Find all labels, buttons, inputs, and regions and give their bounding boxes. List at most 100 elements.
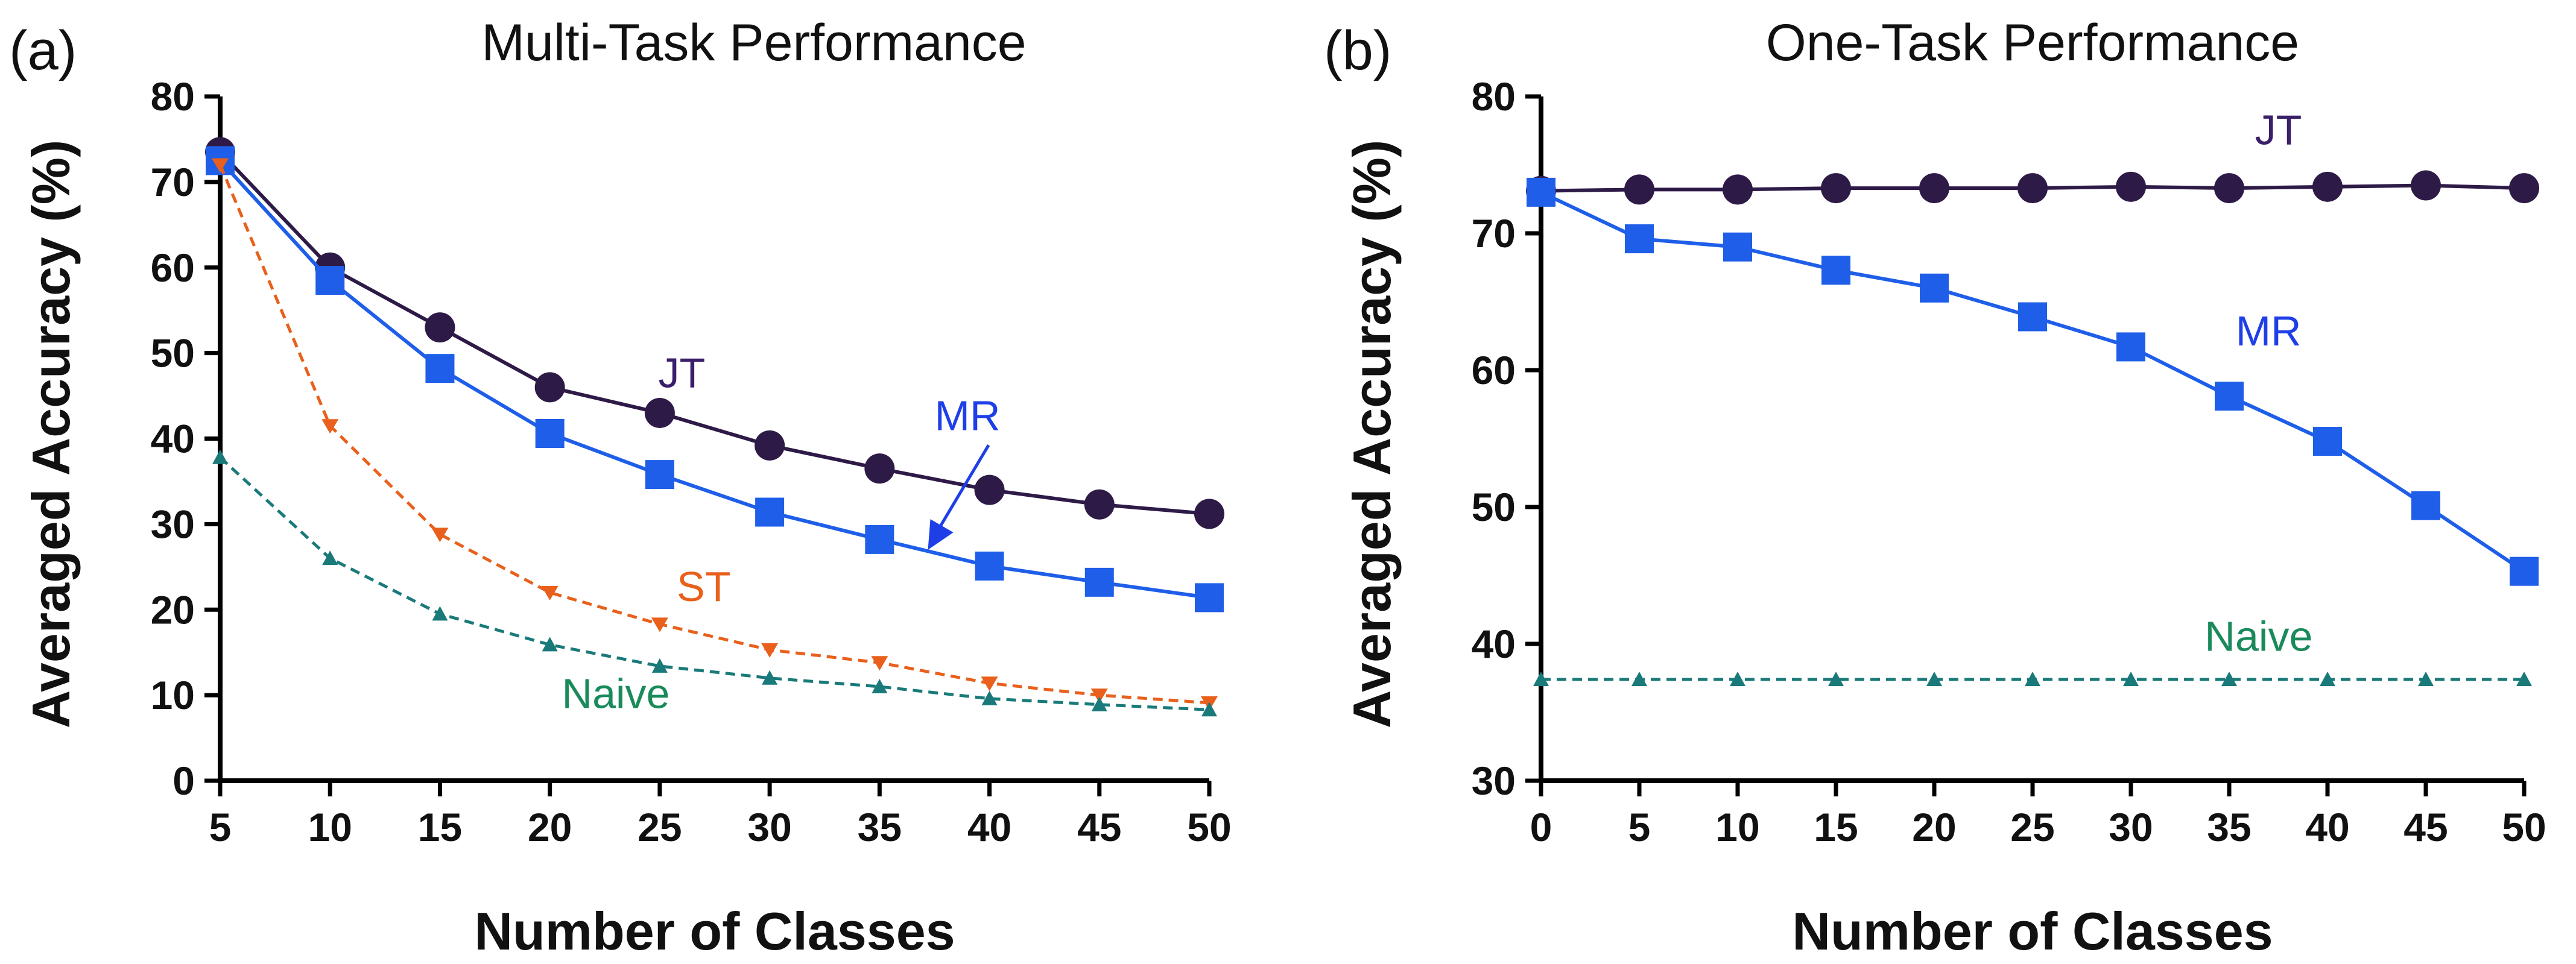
x-tick-label: 40 <box>2305 805 2349 849</box>
data-point-jt <box>534 372 565 403</box>
data-point-mr <box>1920 273 1949 303</box>
chart-title: Multi-Task Performance <box>481 14 1026 72</box>
series-line-st <box>218 164 1210 705</box>
x-tick-label: 30 <box>747 805 791 849</box>
series-st <box>212 158 1218 711</box>
data-point-jt <box>2116 171 2146 202</box>
x-tick-label: 35 <box>858 805 902 849</box>
data-point-mr <box>975 551 1004 581</box>
x-tick-label: 50 <box>2502 805 2546 849</box>
y-tick-label: 60 <box>151 245 195 290</box>
x-tick-label: 40 <box>967 805 1011 849</box>
x-tick-label: 0 <box>1530 805 1552 849</box>
y-tick-label: 40 <box>151 417 195 461</box>
y-tick-label: 50 <box>1472 485 1516 529</box>
data-point-st <box>212 158 229 173</box>
y-tick-label: 80 <box>1472 74 1516 119</box>
data-point-naive <box>2221 672 2237 687</box>
annotation-mr: MR <box>935 392 1001 439</box>
data-point-naive <box>1091 696 1107 711</box>
x-tick-label: 20 <box>1912 805 1956 849</box>
data-point-naive <box>1533 672 1549 687</box>
x-axis-label: Number of Classes <box>474 901 955 961</box>
data-point-mr <box>1195 583 1224 613</box>
series-jt <box>205 137 1224 529</box>
x-tick-label: 30 <box>2109 805 2153 849</box>
data-point-mr <box>1723 232 1752 262</box>
data-point-mr <box>1625 224 1654 254</box>
y-tick-label: 10 <box>151 673 195 717</box>
y-tick-label: 30 <box>1472 758 1516 803</box>
data-point-st <box>651 617 668 632</box>
data-point-jt <box>1821 173 1851 204</box>
data-point-naive <box>432 606 448 621</box>
data-point-jt <box>2017 173 2048 204</box>
data-point-mr <box>315 266 345 295</box>
x-tick-label: 10 <box>308 805 352 849</box>
x-tick-label: 15 <box>1814 805 1858 849</box>
series-naive <box>212 449 1217 717</box>
data-point-naive <box>322 550 338 565</box>
data-point-naive <box>651 658 668 673</box>
data-point-mr <box>2313 427 2342 456</box>
data-point-st <box>761 643 779 658</box>
data-point-naive <box>981 690 998 705</box>
annotation-naive: Naive <box>562 670 670 717</box>
data-point-naive <box>1926 672 1942 687</box>
series-jt <box>1526 170 2539 206</box>
data-point-jt <box>1194 499 1224 529</box>
mr-arrow-shaft <box>935 444 990 534</box>
x-tick-label: 10 <box>1715 805 1759 849</box>
x-tick-label: 45 <box>1077 805 1121 849</box>
x-axis-label: Number of Classes <box>1792 901 2273 961</box>
y-tick-label: 30 <box>151 502 195 546</box>
x-tick-label: 20 <box>528 805 572 849</box>
data-point-mr <box>2018 302 2047 332</box>
data-point-jt <box>1084 489 1115 520</box>
data-point-jt <box>864 453 895 484</box>
y-tick-label: 20 <box>151 587 195 632</box>
x-tick-label: 5 <box>1628 805 1651 849</box>
annotation-naive: Naive <box>2204 613 2312 660</box>
data-point-jt <box>1624 174 1654 205</box>
mr-arrow-head <box>928 519 954 550</box>
data-point-naive <box>872 678 888 693</box>
data-point-naive <box>2123 672 2139 687</box>
data-point-mr <box>535 418 565 448</box>
data-point-st <box>981 676 998 691</box>
series-line-mr <box>1540 191 2525 573</box>
data-point-mr <box>2116 332 2145 362</box>
panel-label: (b) <box>1324 20 1391 81</box>
series-line-naive <box>219 456 1210 711</box>
series-mr <box>1527 177 2539 586</box>
data-point-naive <box>1828 672 1844 687</box>
panel-a-multi-task-chart: (a) Multi-Task Performance 0 10 20 30 40 50 60 70… <box>9 14 1232 961</box>
annotation-jt: JT <box>2255 106 2302 153</box>
chart-title: One-Task Performance <box>1766 14 2299 72</box>
data-point-jt <box>2214 173 2244 204</box>
data-point-jt <box>644 397 675 428</box>
data-point-jt <box>974 474 1005 505</box>
y-axis-label: Averaged Accuracy (%) <box>21 140 81 729</box>
data-point-naive <box>2320 672 2335 687</box>
data-point-jt <box>2411 170 2441 201</box>
data-point-naive <box>212 449 228 464</box>
data-point-naive <box>2025 672 2040 687</box>
data-point-mr <box>865 525 894 554</box>
series-naive <box>1533 672 2532 687</box>
data-point-naive <box>2418 672 2434 687</box>
y-tick-label: 40 <box>1472 622 1516 666</box>
data-point-mr <box>1084 567 1114 597</box>
data-point-mr <box>425 354 455 383</box>
y-tick-label: 70 <box>151 160 195 204</box>
data-point-mr <box>2510 556 2539 586</box>
x-tick-label: 15 <box>418 805 462 849</box>
data-point-mr <box>645 460 674 490</box>
data-point-st <box>431 528 449 543</box>
data-point-naive <box>542 637 558 652</box>
data-point-jt <box>425 312 455 343</box>
data-point-mr <box>2215 382 2244 411</box>
y-tick-label: 0 <box>172 758 195 803</box>
data-point-jt <box>1919 173 1949 204</box>
